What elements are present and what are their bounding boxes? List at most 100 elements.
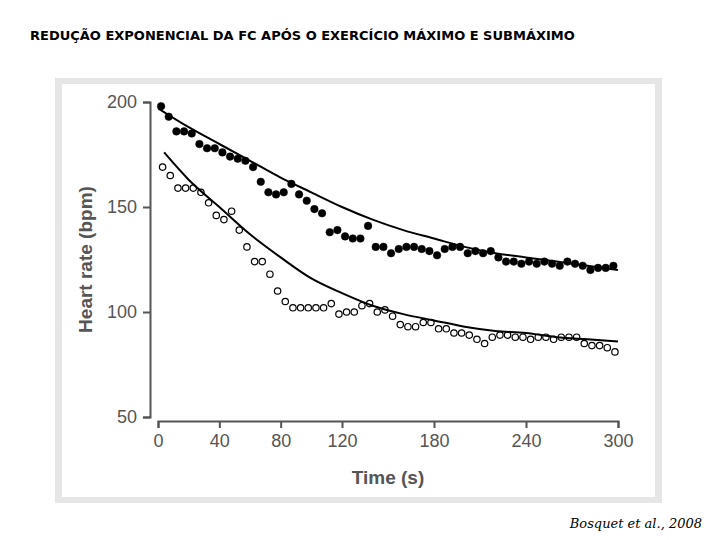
data-point [265, 189, 273, 197]
x-axis: 04080120180240300 [153, 421, 633, 451]
y-tick-mark [143, 207, 150, 209]
data-point [228, 208, 234, 214]
x-tick-label: 40 [210, 431, 230, 451]
data-point [412, 324, 418, 330]
data-point [357, 235, 365, 243]
data-point [502, 258, 510, 266]
data-point [203, 144, 211, 152]
y-tick-mark [143, 417, 150, 419]
data-point [581, 340, 587, 346]
data-point [159, 164, 165, 170]
data-point [458, 330, 464, 336]
x-axis-line [159, 422, 619, 429]
data-point [221, 216, 227, 222]
data-point [474, 336, 480, 342]
x-tick: 0 [153, 421, 163, 451]
data-point [441, 245, 449, 253]
data-point [318, 210, 326, 218]
data-point [334, 226, 342, 234]
data-point [520, 334, 526, 340]
data-point [182, 185, 188, 191]
panel [55, 78, 662, 503]
data-point [343, 309, 349, 315]
title: REDUÇÃO EXPONENCIAL DA FC APÓS O EXERCÍC… [30, 28, 575, 43]
data-point [481, 340, 487, 346]
data-point [180, 128, 188, 136]
x-tick-mark [342, 421, 344, 428]
data-point [326, 228, 334, 236]
y-axis: 50 100 150 200 [107, 92, 151, 427]
y-tick-label: 50 [117, 407, 137, 427]
data-point [426, 247, 434, 255]
data-point [387, 249, 395, 257]
data-point [320, 305, 326, 311]
data-point [305, 305, 311, 311]
y-tick: 150 [107, 197, 150, 217]
data-point [596, 342, 602, 348]
data-point [443, 326, 449, 332]
x-tick-mark [158, 421, 160, 428]
x-tick-mark [434, 421, 436, 428]
data-point [311, 205, 319, 213]
y-tick-mark [143, 312, 150, 314]
data-point [259, 258, 265, 264]
x-tick-label: 120 [327, 431, 357, 451]
x-tick: 180 [419, 421, 449, 451]
data-point [336, 311, 342, 317]
y-axis-title: Heart rate (bpm) [75, 186, 96, 333]
data-point [196, 140, 204, 148]
y-tick-label: 150 [107, 197, 137, 217]
data-point [364, 222, 372, 230]
data-point [251, 258, 257, 264]
series-points [157, 102, 617, 273]
data-point [173, 128, 181, 136]
data-point [405, 324, 411, 330]
x-tick-mark [280, 421, 282, 428]
fit-curve [164, 152, 618, 341]
data-point [489, 334, 495, 340]
data-point [497, 332, 503, 338]
data-point [297, 305, 303, 311]
data-point [257, 178, 265, 186]
data-point [510, 258, 518, 266]
y-tick: 100 [107, 302, 150, 322]
data-point [604, 345, 610, 351]
data-point [435, 326, 441, 332]
plot-area [157, 102, 618, 355]
x-axis-title: Time (s) [352, 467, 425, 488]
data-point [272, 191, 280, 199]
x-tick-label: 240 [511, 431, 541, 451]
data-point [433, 252, 441, 260]
data-point [418, 245, 426, 253]
data-point [372, 243, 380, 251]
data-point [267, 271, 273, 277]
data-point [175, 185, 181, 191]
data-point [389, 313, 395, 319]
data-point [282, 298, 288, 304]
y-tick-mark [143, 102, 150, 104]
y-tick: 200 [107, 92, 150, 112]
x-tick-mark [618, 421, 620, 428]
data-point [410, 243, 418, 251]
data-point [290, 305, 296, 311]
y-tick: 50 [117, 407, 150, 427]
data-point [274, 288, 280, 294]
data-point [466, 332, 472, 338]
data-point [219, 149, 227, 157]
data-point [295, 191, 303, 199]
data-point [351, 309, 357, 315]
data-point [512, 334, 518, 340]
chart: REDUÇÃO EXPONENCIAL DA FC APÓS O EXERCÍC… [0, 0, 720, 540]
y-tick-label: 200 [107, 92, 137, 112]
data-point [211, 144, 219, 152]
x-tick: 40 [210, 421, 230, 451]
x-tick: 300 [603, 421, 633, 451]
x-tick: 120 [327, 421, 357, 451]
x-tick-label: 300 [603, 431, 633, 451]
data-point [280, 189, 288, 197]
data-point [395, 245, 403, 253]
data-point [213, 212, 219, 218]
data-point [374, 309, 380, 315]
series-points [159, 164, 618, 355]
data-point [380, 243, 388, 251]
